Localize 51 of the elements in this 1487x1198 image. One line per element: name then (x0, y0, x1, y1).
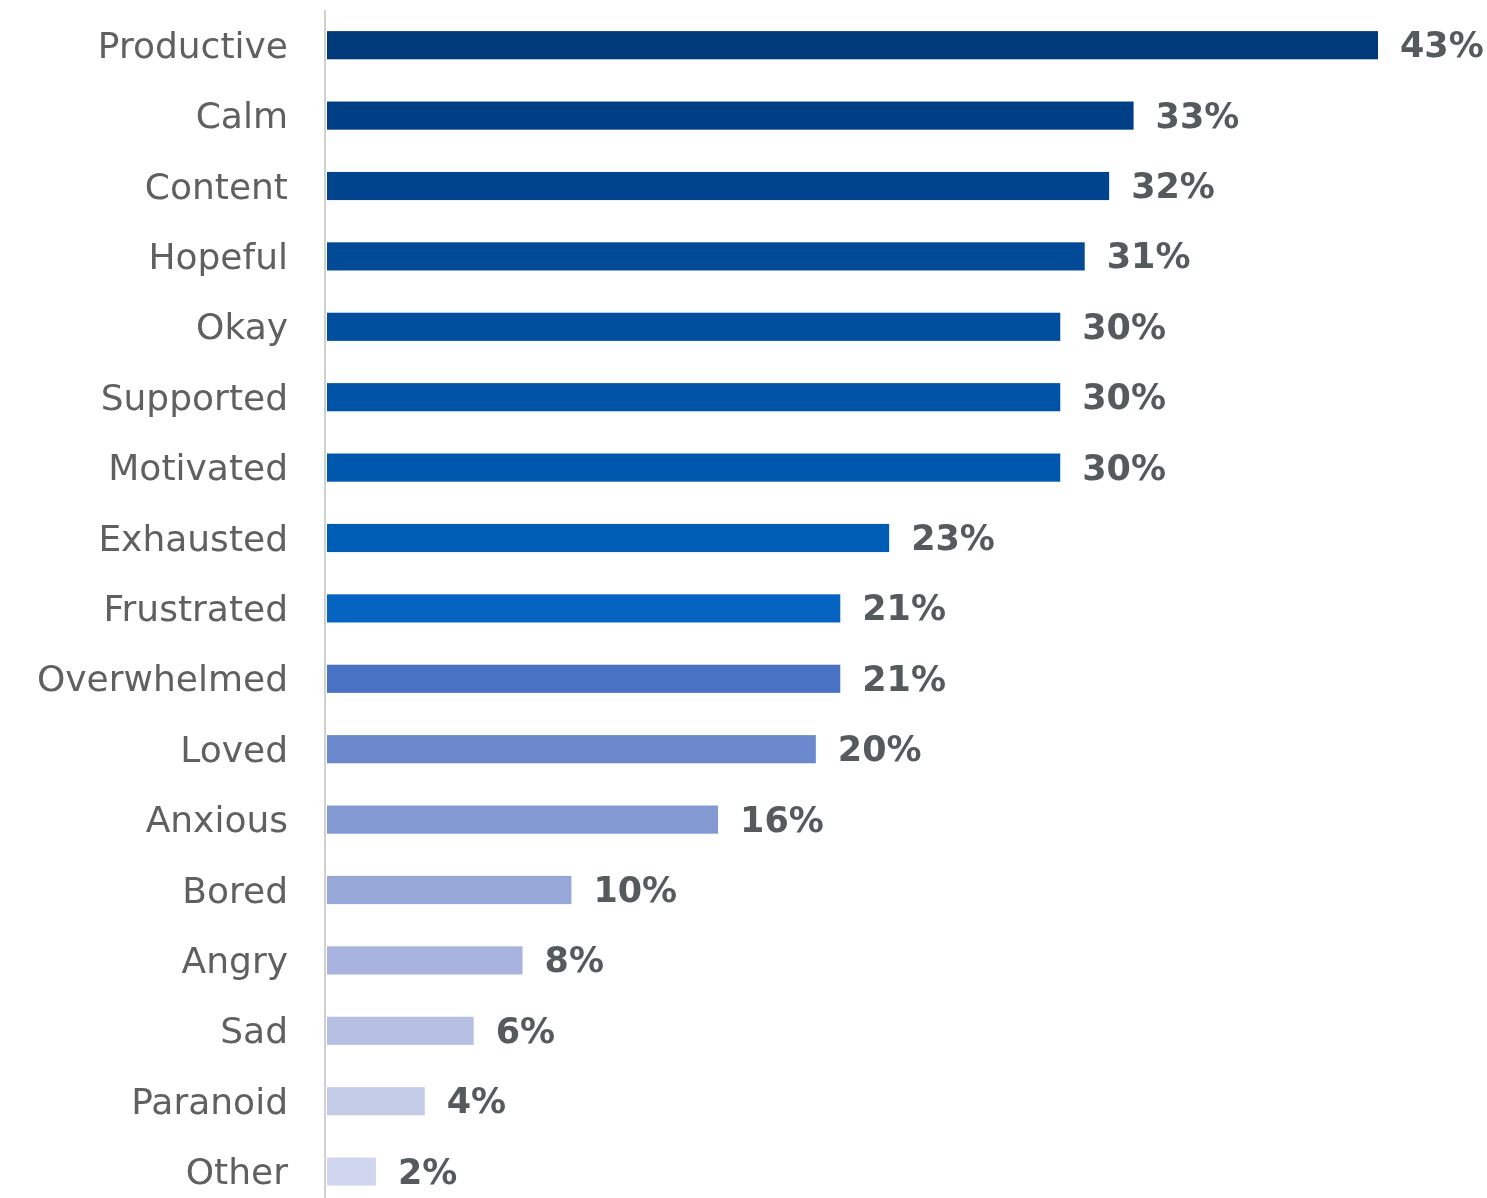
data-label: 31% (1106, 236, 1191, 277)
data-label: 20% (837, 729, 922, 770)
y-tick-label: Angry (181, 939, 288, 981)
data-label: 32% (1131, 166, 1215, 206)
bar (327, 383, 1061, 412)
bar (327, 171, 1110, 201)
bar (327, 875, 572, 905)
y-tick-label: Hopeful (148, 235, 288, 277)
y-tick-label: Content (144, 165, 288, 207)
y-tick-label: Frustrated (103, 587, 288, 629)
y-tick-label: Productive (97, 24, 288, 66)
data-label: 33% (1155, 95, 1240, 136)
y-tick-label: Anxious (145, 799, 288, 841)
data-label: 30% (1082, 447, 1167, 488)
y-tick-label: Overwhelmed (36, 658, 288, 700)
data-label: 23% (911, 518, 995, 558)
data-label: 2% (397, 1151, 458, 1192)
data-label: 43% (1400, 25, 1484, 66)
y-tick-label: Exhausted (98, 517, 288, 559)
data-label: 30% (1082, 377, 1167, 418)
bar (327, 1016, 474, 1045)
data-label: 21% (862, 588, 947, 629)
bar (327, 1087, 425, 1116)
data-label: 21% (862, 658, 947, 699)
y-tick-label: Sad (220, 1010, 288, 1052)
bar (327, 523, 890, 553)
bar (327, 664, 841, 693)
y-tick-label: Loved (180, 728, 288, 770)
data-label: 8% (544, 940, 604, 981)
y-tick-label: Other (185, 1151, 289, 1193)
bar (327, 31, 1378, 60)
bar (327, 594, 841, 623)
bar (327, 312, 1061, 341)
data-label: 30% (1082, 306, 1167, 347)
y-tick-label: Okay (196, 306, 288, 348)
bar (327, 453, 1061, 482)
y-tick-label: Supported (100, 376, 288, 418)
bar (327, 1157, 376, 1186)
bar (327, 735, 816, 764)
data-label: 10% (593, 870, 678, 910)
data-label: 4% (446, 1081, 507, 1122)
data-label: 6% (495, 1010, 556, 1051)
y-tick-label: Calm (195, 95, 288, 137)
y-tick-label: Bored (182, 869, 288, 911)
bar (327, 101, 1134, 130)
y-tick-label: Paranoid (131, 1080, 288, 1122)
y-tick-label: Motivated (108, 447, 288, 489)
bar (327, 805, 719, 834)
data-label: 16% (740, 799, 824, 840)
bar (327, 242, 1085, 271)
bar (327, 946, 523, 975)
